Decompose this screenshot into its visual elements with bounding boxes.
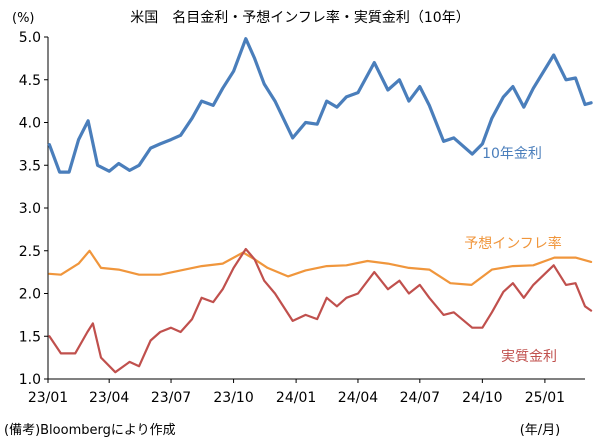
y-unit-label: (%) [12,11,35,26]
series-line-inflation-expectation [48,249,593,286]
source-note: (備考)Bloombergにより作成 [4,422,176,438]
series-label-inflation-expectation: 予想インフレ率 [464,235,562,252]
series-line-real-rate [48,247,593,374]
series-line-nominal-rate [47,37,593,174]
x-tick-label: 24/01 [276,390,316,406]
y-tick-label: 2.0 [19,287,41,303]
series-label-nominal-rate: 10年金利 [482,146,542,162]
y-tick-labels: 1.0 1.5 2.0 2.5 3.0 3.5 4.0 4.5 5.0 [19,30,48,388]
x-tick-label: 23/04 [89,390,129,406]
y-tick-label: 2.5 [19,244,41,260]
x-tick-labels: 23/01 23/04 23/07 23/10 24/01 24/04 24/07 24/10… [28,379,565,406]
x-tick-label: 24/04 [338,390,378,406]
x-tick-label: 24/10 [462,390,502,406]
x-tick-label: 25/01 [525,390,565,406]
plot-area [47,37,585,380]
series-label-real-rate: 実質金利 [501,349,557,365]
x-tick-label: 23/10 [213,390,253,406]
chart-title: 米国 名目金利・予想インフレ率・実質金利（10年） [130,9,469,26]
x-tick-label: 23/07 [151,390,191,406]
y-tick-label: 4.5 [19,73,41,89]
x-tick-label: 23/01 [28,390,68,406]
y-tick-label: 5.0 [19,30,41,46]
y-tick-label: 1.5 [19,329,41,345]
series-lines [47,37,593,374]
y-tick-label: 1.0 [19,372,41,388]
y-tick-label: 3.5 [19,158,41,174]
x-tick-label: 24/07 [400,390,440,406]
x-axis-label: (年/月) [520,423,561,438]
y-tick-label: 4.0 [19,116,41,132]
y-tick-label: 3.0 [19,201,41,217]
